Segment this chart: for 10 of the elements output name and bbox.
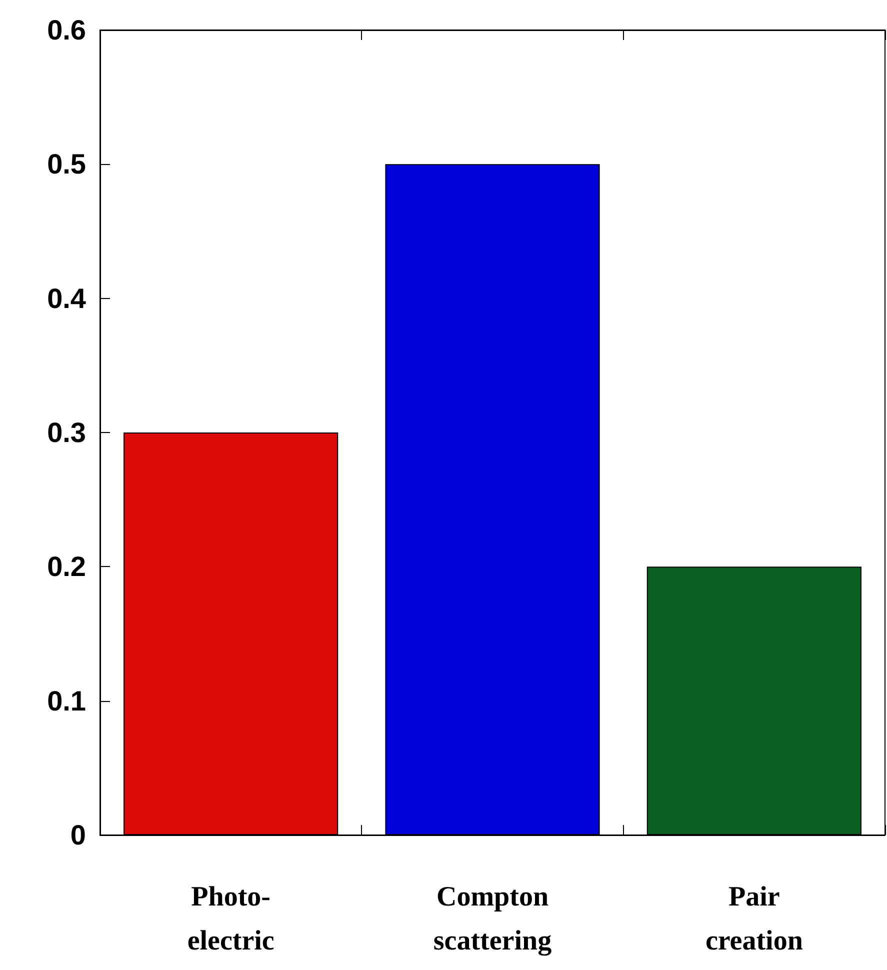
y-tick-label: 0.1 bbox=[47, 685, 86, 716]
x-tick-label: Photo- electric bbox=[187, 882, 274, 956]
y-tick-label: 0.6 bbox=[47, 14, 86, 46]
x-tick-label: Compton scattering bbox=[433, 882, 552, 956]
x-tick-label: Pair creation bbox=[705, 882, 804, 956]
y-tick-label: 0 bbox=[70, 820, 86, 850]
y-tick-label: 0.2 bbox=[47, 551, 86, 582]
y-tick-label: 0.5 bbox=[47, 148, 86, 180]
y-tick-label: 0.4 bbox=[47, 282, 86, 314]
y-tick-label: 0.3 bbox=[47, 417, 86, 448]
